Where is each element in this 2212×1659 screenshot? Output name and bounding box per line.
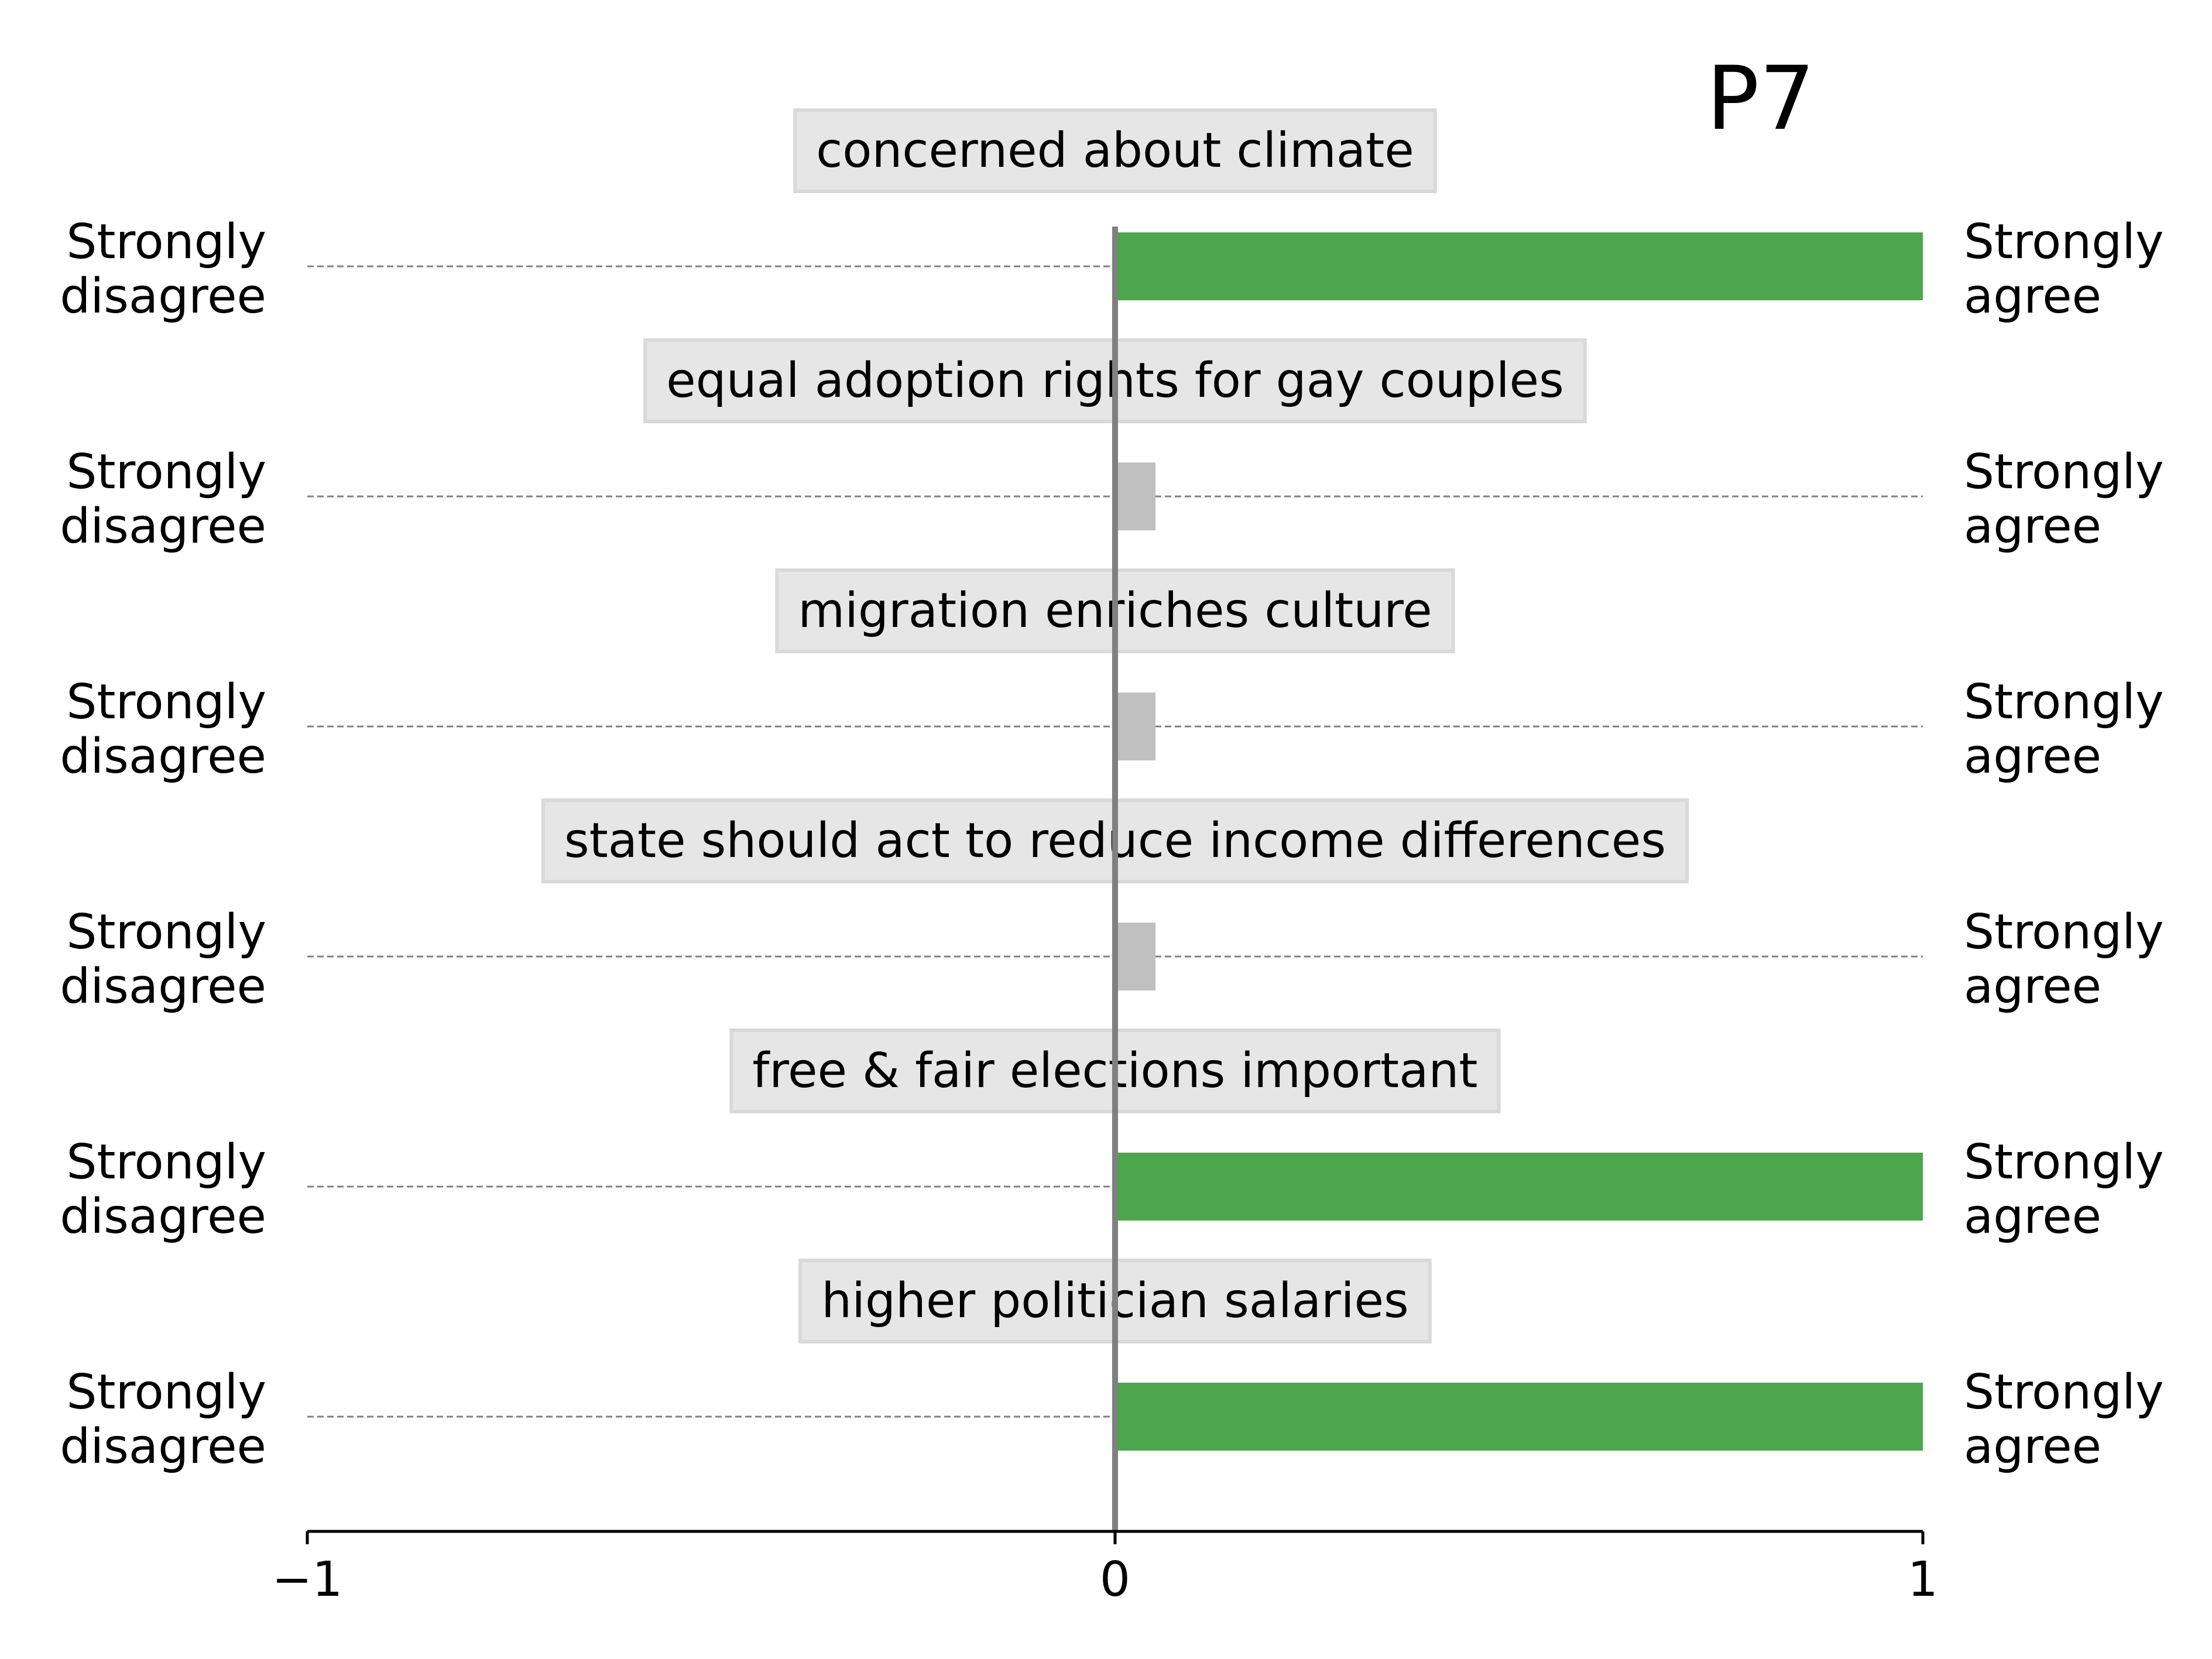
right-label-strongly-agree: Strongly agree [1964,214,2164,324]
bar [1115,232,1923,300]
right-label-strongly-agree: Strongly agree [1964,904,2164,1014]
x-tick-label: 0 [1100,1552,1130,1607]
x-axis: −1 0 1 [272,1530,1938,1607]
x-tick-label: −1 [272,1552,343,1607]
statement-row: Strongly disagree Strongly agree concerned a… [60,108,2164,324]
statement-label-text: concerned about climate [816,123,1414,179]
left-label-strongly-disagree: Strongly disagree [60,904,266,1014]
bar [1115,923,1155,990]
right-label-strongly-agree: Strongly agree [1964,674,2164,784]
bar [1115,1153,1923,1221]
right-label-strongly-agree: Strongly agree [1964,1365,2164,1475]
chart-title: P7 [1706,48,1815,150]
left-label-strongly-disagree: Strongly disagree [60,674,266,784]
left-label-strongly-disagree: Strongly disagree [60,444,266,554]
left-label-strongly-disagree: Strongly disagree [60,214,266,324]
left-label-strongly-disagree: Strongly disagree [60,1365,266,1475]
bar [1115,693,1155,760]
left-label-strongly-disagree: Strongly disagree [60,1134,266,1245]
right-label-strongly-agree: Strongly agree [1964,444,2164,554]
bar [1115,462,1155,530]
statement-label-box [793,108,1437,193]
bar [1115,1383,1923,1451]
right-label-strongly-agree: Strongly agree [1964,1134,2164,1245]
statement-label: concerned about climate [793,108,1437,193]
chart-rows: Strongly disagree Strongly agree concerned a… [60,108,2164,1475]
x-tick-label: 1 [1908,1552,1938,1607]
